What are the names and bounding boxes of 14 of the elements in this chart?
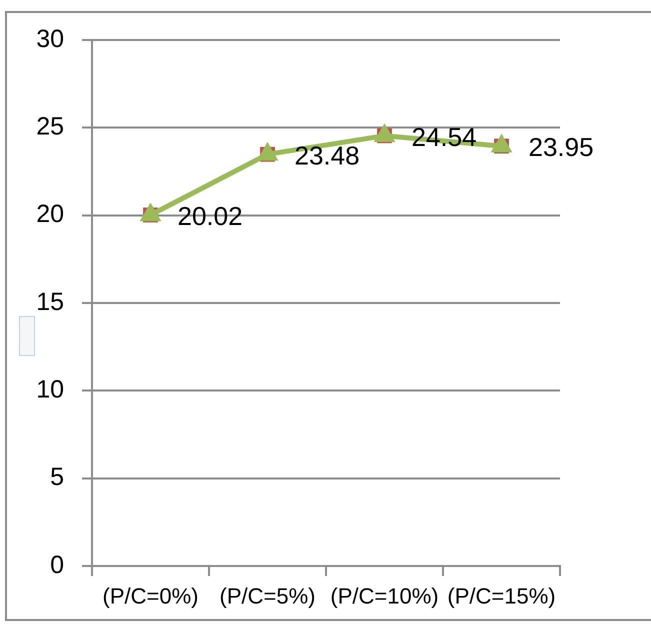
x-tick-label: (P/C=15%) (447, 583, 556, 608)
y-tick-label: 20 (36, 200, 64, 228)
y-tick-label: 15 (36, 288, 64, 316)
x-tick-label: (P/C=5%) (220, 583, 316, 608)
data-label: 23.48 (294, 140, 360, 170)
data-label: 20.02 (178, 201, 243, 232)
data-label: 23.95 (528, 132, 594, 162)
y-tick-label: 25 (36, 112, 64, 141)
y-tick-label: 10 (36, 376, 64, 404)
y-tick-label: 30 (36, 24, 64, 53)
x-tick-label: (P/C=0%) (102, 583, 198, 608)
y-tick-label: 5 (50, 463, 64, 492)
x-tick-label: (P/C=10%) (330, 583, 439, 608)
y-tick-label: 0 (50, 550, 64, 579)
